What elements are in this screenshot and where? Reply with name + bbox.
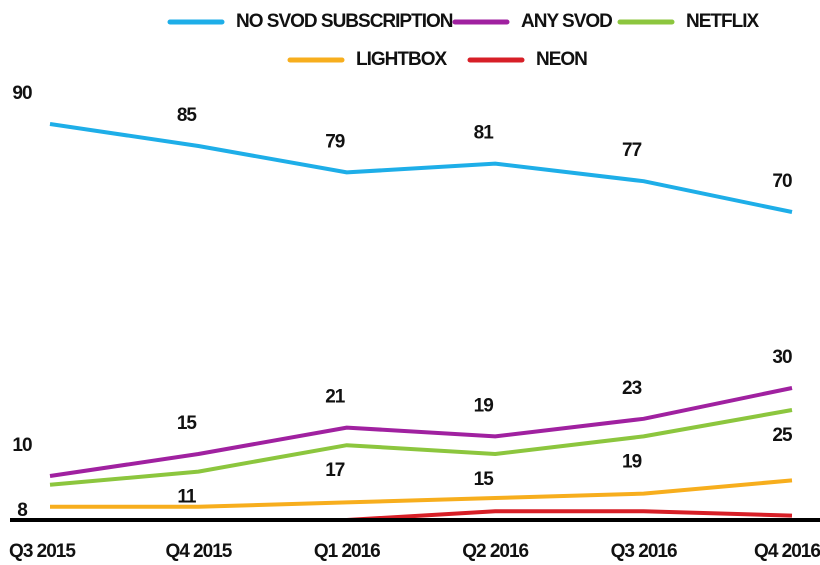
x-tick-label: Q4 2016 xyxy=(754,541,820,562)
x-tick-label: Q1 2016 xyxy=(314,541,380,562)
legend-label: NETFLIX xyxy=(686,11,759,32)
legend-label: LIGHTBOX xyxy=(356,49,447,70)
data-label: 70 xyxy=(772,171,792,192)
legend-label: ANY SVOD xyxy=(521,11,612,32)
data-label: 19 xyxy=(474,395,494,416)
data-label: 10 xyxy=(12,435,32,456)
series-line xyxy=(50,478,793,509)
data-label: 8 xyxy=(17,500,27,521)
data-label: 81 xyxy=(474,123,495,144)
data-label: 15 xyxy=(177,413,198,434)
legend-label: NO SVOD SUBSCRIPTION xyxy=(236,11,453,32)
data-label: 15 xyxy=(474,469,495,490)
data-label: 79 xyxy=(325,131,345,152)
legend-label: NEON xyxy=(536,49,587,70)
x-tick-label: Q3 2015 xyxy=(9,541,76,562)
data-label: 23 xyxy=(622,378,642,399)
data-label: 21 xyxy=(325,387,346,408)
data-label: 90 xyxy=(12,83,32,104)
data-label: 19 xyxy=(622,451,642,472)
data-label: 17 xyxy=(325,460,345,481)
data-label: 85 xyxy=(177,105,198,126)
data-label: 30 xyxy=(772,347,792,368)
data-label: 77 xyxy=(622,140,642,161)
series-line xyxy=(49,386,793,478)
x-tick-label: Q3 2016 xyxy=(611,541,677,562)
series-line xyxy=(49,122,793,214)
data-label: 11 xyxy=(177,487,197,508)
data-label: 25 xyxy=(772,425,793,446)
x-tick-label: Q4 2015 xyxy=(165,541,232,562)
x-tick-label: Q2 2016 xyxy=(462,541,528,562)
series-line xyxy=(49,408,793,487)
